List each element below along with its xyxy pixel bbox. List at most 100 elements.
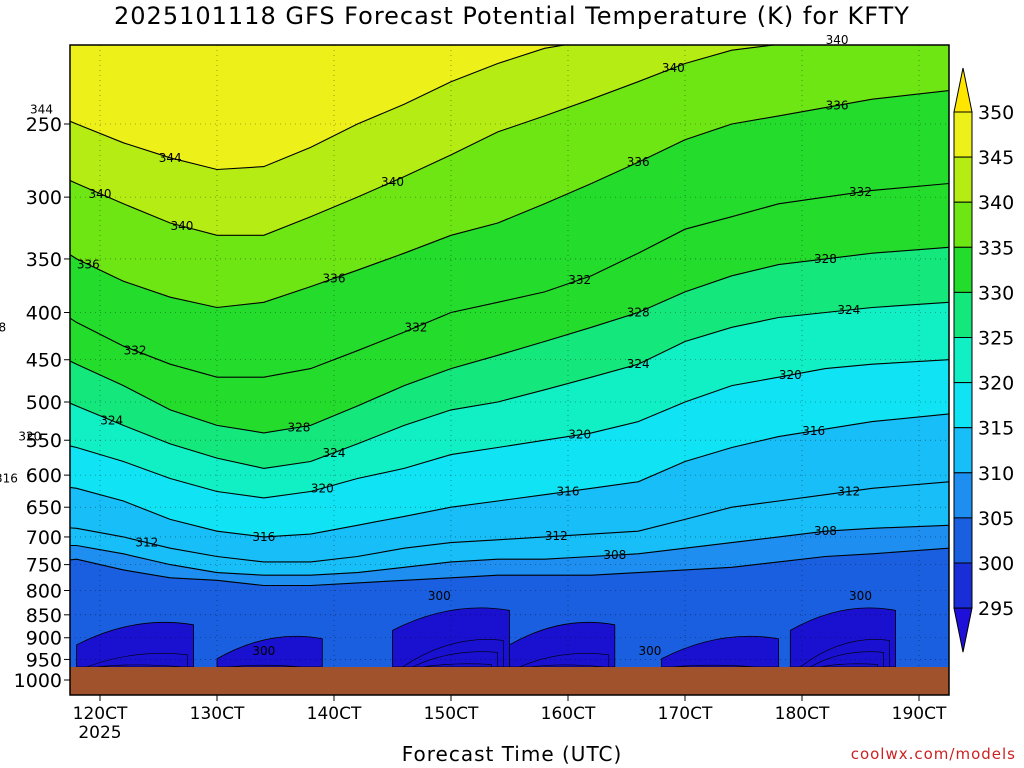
isentrope-label: 320	[568, 428, 591, 442]
boundary-layer-contour	[412, 651, 498, 667]
x-axis-label: Forecast Time (UTC)	[401, 742, 623, 766]
theta-band	[70, 90, 949, 378]
colorbar-segment	[953, 337, 973, 384]
plot-frame	[69, 44, 950, 696]
y-tick-label: 300	[26, 187, 62, 209]
ground-surface	[70, 667, 949, 695]
isentrope-label: 328	[0, 320, 6, 334]
colorbar-segment	[953, 246, 973, 293]
y-tick-label: 600	[26, 465, 62, 487]
theta-fill-bands	[70, 45, 949, 667]
isentrope-308	[70, 524, 949, 576]
y-tick-label: 650	[26, 497, 62, 519]
isentrope-label: 332	[568, 273, 591, 287]
x-tick-label: 130CT	[190, 704, 245, 724]
boundary-layer-contour	[671, 664, 773, 667]
boundary-layer-cell	[789, 607, 896, 667]
colorbar-label: 310	[978, 463, 1014, 485]
colorbar-label: 295	[978, 598, 1014, 620]
y-tick-label: 700	[26, 527, 62, 549]
y-tick-label: 450	[26, 350, 62, 372]
colorbar-label: 345	[978, 147, 1014, 169]
boundary-layer-contour	[529, 664, 604, 667]
colorbar-segment	[953, 562, 973, 609]
chart-title: 2025101118 GFS Forecast Potential Temper…	[114, 2, 910, 30]
y-tick-label: 750	[26, 555, 62, 577]
isentrope-label: 340	[826, 33, 849, 47]
theta-band	[70, 247, 949, 469]
colorbar-label: 305	[978, 508, 1014, 530]
colorbar-segment	[953, 472, 973, 519]
colorbar-arrow-bottom	[953, 607, 973, 653]
x-tick-label: 190CT	[892, 704, 947, 724]
y-tick-label: 500	[26, 392, 62, 414]
isentrope-label: 316	[802, 424, 825, 438]
isentrope-label: 344	[159, 151, 182, 165]
isentrope-label: 336	[627, 155, 650, 169]
isentrope-label: 328	[627, 306, 650, 320]
x-tick-label: 140CT	[307, 704, 362, 724]
boundary-layer-contour	[820, 663, 878, 667]
theta-band	[70, 525, 949, 586]
isentrope-label: 332	[849, 185, 872, 199]
isentrope-label: 320	[18, 430, 41, 444]
isentrope-label: 312	[135, 536, 158, 550]
y-tick-label: 800	[26, 581, 62, 603]
colorbar-label: 320	[978, 373, 1014, 395]
theta-band	[70, 183, 949, 433]
isentrope-label: 316	[252, 530, 275, 544]
isentrope-label: 340	[381, 175, 404, 189]
colorbar-segment	[953, 156, 973, 203]
isentrope-336	[70, 90, 949, 309]
credit-text: coolwx.com/models	[850, 745, 1016, 763]
x-tick-label: 120CT	[73, 704, 128, 724]
isentrope-label: 324	[627, 357, 650, 371]
isentrope-label: 336	[323, 272, 346, 286]
y-tick-label: 950	[26, 649, 62, 671]
isentrope-labels: 3043083083083123123123163163163163203203…	[0, 33, 872, 562]
isentrope-332	[70, 182, 949, 378]
boundary-layer-contour	[402, 639, 504, 667]
isentrope-312	[70, 481, 949, 563]
colorbar-segment	[953, 427, 973, 474]
y-tick-label: 850	[26, 605, 62, 627]
isentrope-label: 324	[323, 446, 346, 460]
theta-band	[70, 481, 949, 576]
isentrope-316	[70, 413, 949, 538]
isentrope-label: 316	[0, 471, 18, 485]
isentrope-340	[70, 45, 779, 236]
isentrope-label: 336	[77, 258, 100, 272]
y-axis: 2503003504004505005506006507007508008509…	[14, 114, 70, 692]
grid-lines	[70, 45, 949, 681]
isentrope-label: 340	[662, 61, 685, 75]
theta-band	[70, 45, 949, 170]
boundary-layer-label: 300	[252, 644, 275, 658]
colorbar-arrow-top	[953, 67, 973, 113]
isentrope-label: 324	[100, 414, 123, 428]
x-year-label: 2025	[78, 723, 121, 743]
colorbar-label: 325	[978, 328, 1014, 350]
theta-band	[70, 45, 949, 308]
theta-band	[70, 413, 949, 562]
colorbar-label: 315	[978, 418, 1014, 440]
y-tick-label: 400	[26, 303, 62, 325]
boundary-layer-cell	[76, 621, 194, 667]
isentrope-label: 324	[837, 303, 860, 317]
boundary-layer-contour	[96, 664, 182, 667]
boundary-layer-label: 300	[638, 644, 661, 658]
isentrope-label: 312	[545, 529, 568, 543]
colorbar-segment	[953, 517, 973, 564]
isentrope-label: 328	[814, 252, 837, 266]
isentrope-328	[70, 246, 949, 434]
colorbar: 295 300 305 310 315 320 325 330 335 340 345 350	[953, 67, 1014, 653]
colorbar-label: 340	[978, 192, 1014, 214]
boundary-layer-cell	[392, 607, 510, 667]
isentrope-label: 308	[603, 548, 626, 562]
theta-band	[70, 302, 949, 498]
isentrope-344	[70, 45, 568, 171]
theta-band	[70, 359, 949, 537]
isentrope-324	[70, 301, 949, 469]
x-tick-label: 180CT	[775, 704, 830, 724]
